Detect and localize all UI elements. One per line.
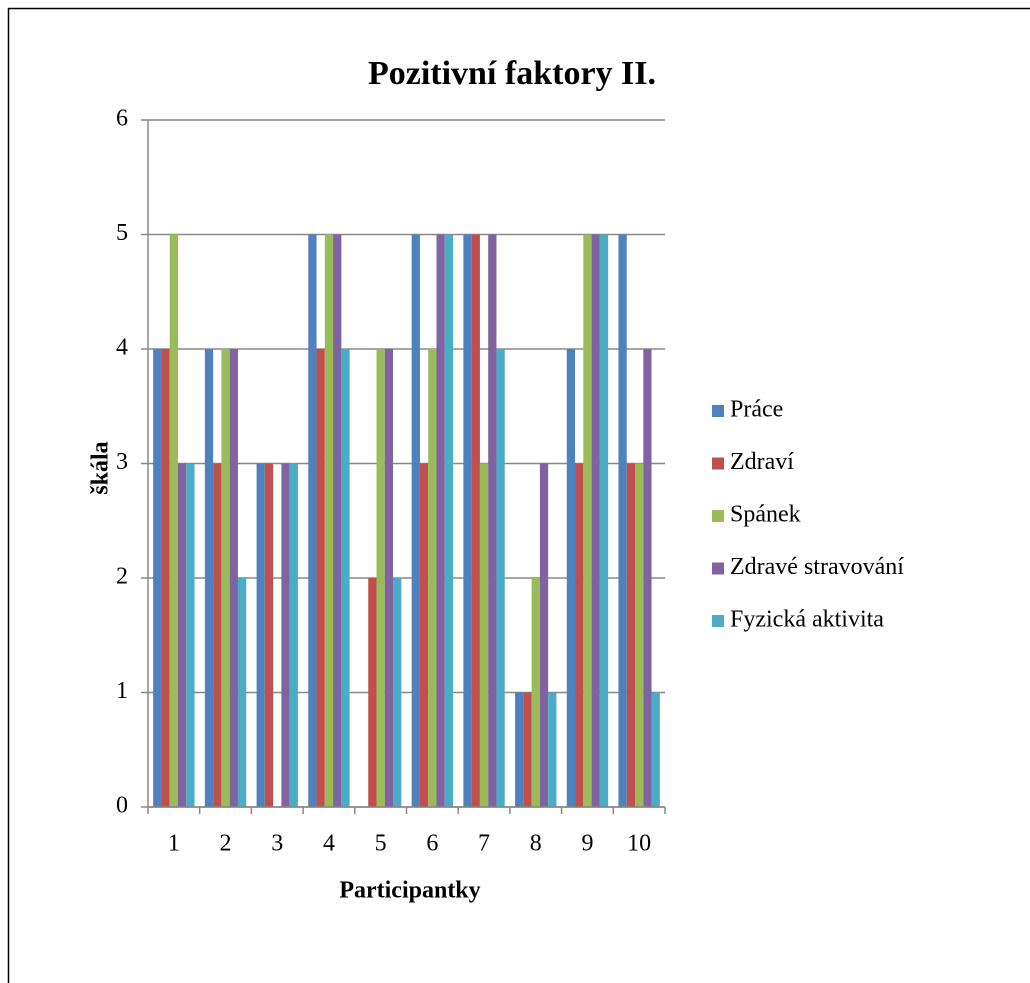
y-tick-label: 5 [116, 220, 128, 246]
y-tick-label: 3 [116, 449, 128, 475]
bar [618, 234, 627, 807]
bar [463, 234, 472, 807]
bar [496, 349, 505, 807]
bar [643, 349, 652, 807]
bar [479, 463, 489, 807]
frame [7, 7, 1030, 983]
x-tick-label: 4 [323, 831, 335, 857]
x-tick-label: 1 [168, 831, 180, 857]
bar [626, 463, 636, 807]
legend-swatch [712, 457, 724, 470]
legend-swatch [712, 615, 724, 627]
x-tick-label: 5 [375, 831, 387, 857]
x-axis-label: Participantky [339, 878, 480, 904]
bar [281, 463, 290, 807]
bar [221, 349, 230, 807]
bar [523, 692, 532, 807]
x-tick-label: 8 [530, 831, 542, 857]
legend-swatch [712, 510, 724, 522]
bar [289, 463, 298, 807]
bar [531, 578, 540, 807]
legend-label: Fyzická aktivita [730, 607, 884, 633]
bar [153, 349, 162, 807]
bar [204, 349, 214, 807]
legend-label: Práce [730, 397, 783, 423]
x-tick-label: 9 [581, 831, 593, 857]
bar [376, 349, 385, 807]
y-axis-label: škála [88, 441, 114, 494]
bar [308, 234, 317, 807]
y-tick-label: 1 [116, 678, 128, 704]
x-tick-label: 2 [220, 831, 232, 857]
legend-label: Spánek [730, 502, 801, 528]
bar [583, 234, 592, 807]
bar [471, 234, 480, 807]
legend-label: Zdraví [730, 449, 794, 475]
bar [599, 234, 609, 807]
y-tick-label: 0 [116, 793, 128, 819]
bar [256, 463, 265, 807]
bar [488, 234, 497, 807]
x-tick-label: 7 [478, 831, 490, 857]
bar [169, 234, 178, 807]
bar [393, 578, 402, 807]
bar [161, 349, 170, 807]
bar [264, 463, 274, 807]
bar [237, 578, 247, 807]
x-tick-label: 10 [627, 831, 651, 857]
legend-swatch [712, 562, 724, 575]
bar [539, 463, 549, 807]
bar [213, 463, 222, 807]
bar [384, 349, 394, 807]
x-tick-label: 3 [271, 831, 283, 857]
y-tick-label: 4 [116, 335, 128, 361]
chart-title: Pozitivní faktory II. [368, 55, 656, 92]
bar [333, 234, 342, 807]
bar [444, 234, 454, 807]
bar [324, 234, 334, 807]
bar [436, 234, 445, 807]
legend-label: Zdravé stravování [730, 554, 904, 580]
bar [186, 463, 195, 807]
bar [368, 578, 377, 807]
bar [428, 349, 437, 807]
bar [515, 692, 524, 807]
bar [566, 349, 576, 807]
bar [635, 463, 644, 807]
y-tick-label: 6 [116, 106, 128, 132]
bar [591, 234, 600, 807]
bar [411, 234, 420, 807]
bar [575, 463, 584, 807]
y-tick-label: 2 [116, 564, 128, 590]
bar [651, 692, 660, 807]
bar [419, 463, 429, 807]
bar [316, 349, 325, 807]
bar [229, 349, 238, 807]
legend-swatch [712, 405, 724, 417]
bar [341, 349, 350, 807]
bar [177, 463, 187, 807]
bar [548, 692, 557, 807]
x-tick-label: 6 [426, 831, 438, 857]
